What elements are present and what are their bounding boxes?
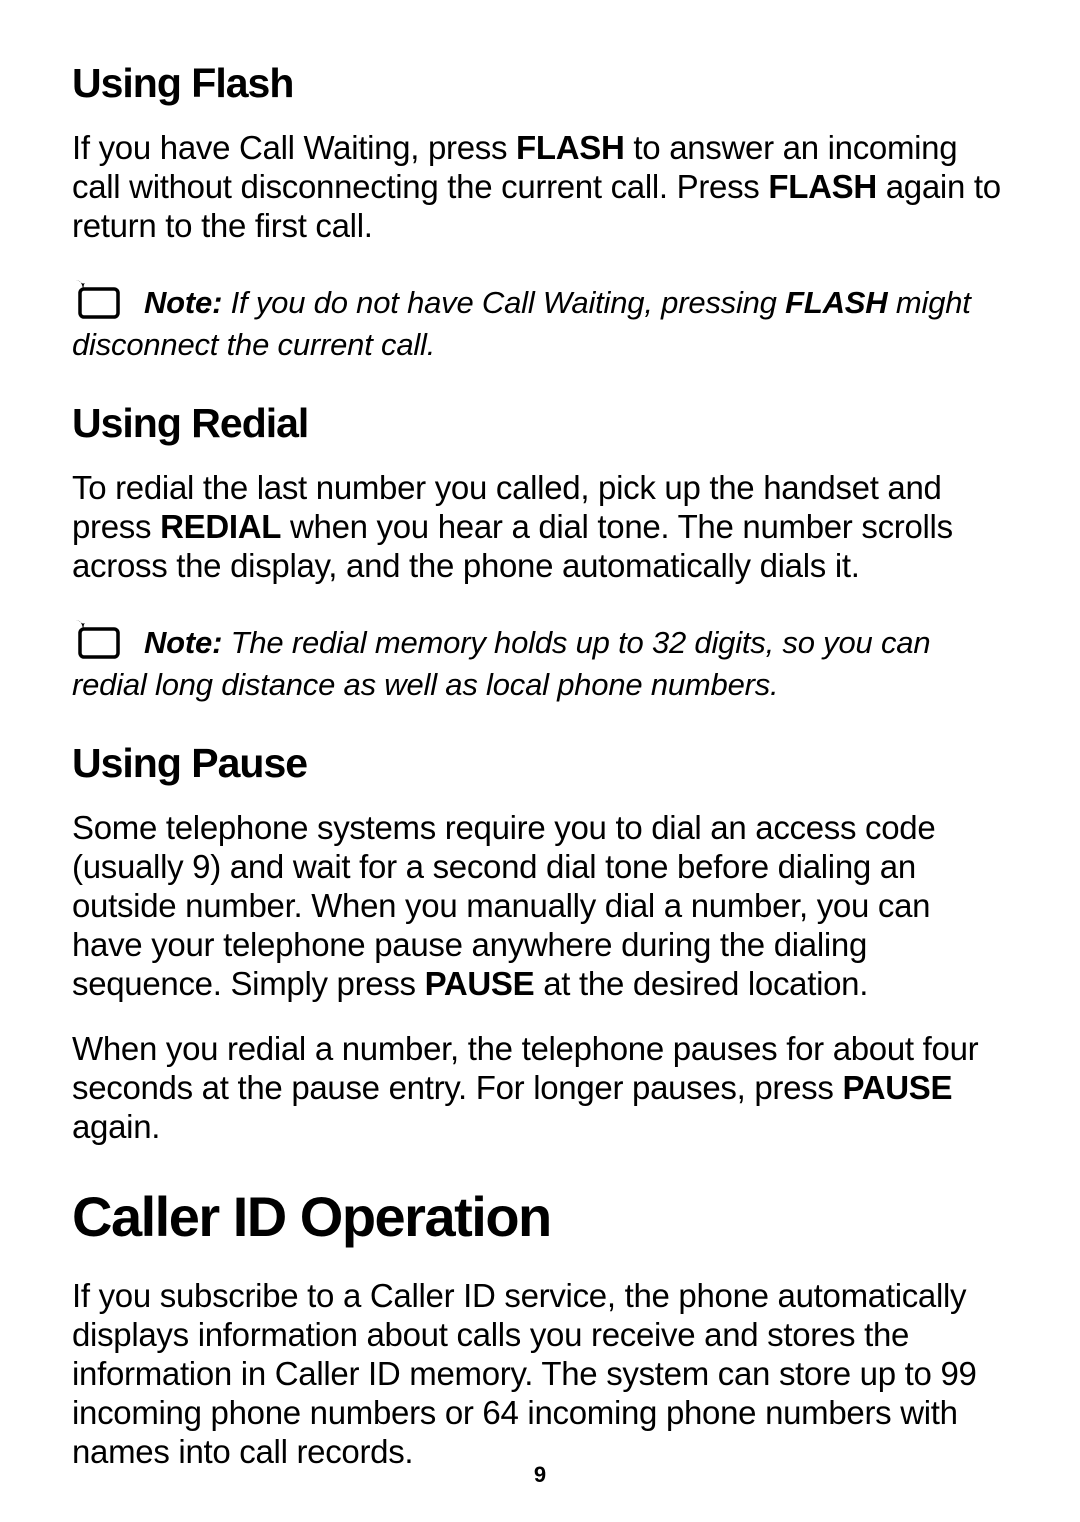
- keyword-pause: PAUSE: [842, 1069, 952, 1106]
- text: If you have Call Waiting, press: [72, 129, 516, 166]
- page-number: 9: [0, 1462, 1080, 1488]
- callerid-paragraph: If you subscribe to a Caller ID service,…: [72, 1277, 1008, 1472]
- text: If you do not have Call Waiting, pressin…: [222, 285, 785, 320]
- keyword-redial: REDIAL: [160, 508, 281, 545]
- redial-paragraph: To redial the last number you called, pi…: [72, 469, 1008, 586]
- text: at the desired location.: [534, 965, 868, 1002]
- note-icon: [70, 277, 126, 328]
- heading-using-flash: Using Flash: [72, 60, 1008, 107]
- keyword-flash: FLASH: [516, 129, 625, 166]
- note-icon: [70, 617, 126, 668]
- note-text: Note: The redial memory holds up to 32 d…: [72, 617, 1008, 704]
- pause-paragraph-2: When you redial a number, the telephone …: [72, 1030, 1008, 1147]
- keyword-flash: FLASH: [768, 168, 877, 205]
- redial-note: Note: The redial memory holds up to 32 d…: [72, 617, 1008, 704]
- keyword-pause: PAUSE: [425, 965, 535, 1002]
- text: again.: [72, 1108, 160, 1145]
- pause-paragraph-1: Some telephone systems require you to di…: [72, 809, 1008, 1004]
- spacer: [72, 1016, 1008, 1030]
- heading-using-pause: Using Pause: [72, 740, 1008, 787]
- heading-using-redial: Using Redial: [72, 400, 1008, 447]
- note-text: Note: If you do not have Call Waiting, p…: [72, 277, 1008, 364]
- keyword-flash: FLASH: [785, 285, 887, 320]
- heading-caller-id-operation: Caller ID Operation: [72, 1184, 1008, 1249]
- flash-note: Note: If you do not have Call Waiting, p…: [72, 277, 1008, 364]
- note-label: Note:: [144, 285, 222, 320]
- flash-paragraph: If you have Call Waiting, press FLASH to…: [72, 129, 1008, 246]
- note-label: Note:: [144, 625, 222, 660]
